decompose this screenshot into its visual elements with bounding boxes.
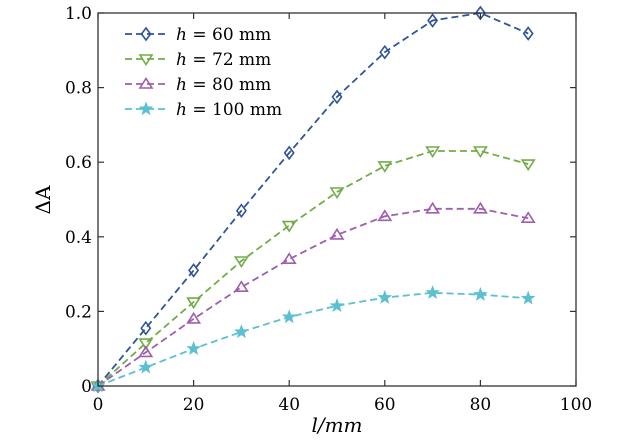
y-tick-label-0: 0 <box>81 377 92 397</box>
legend-item-h-100-mm: h = 100 mm <box>125 100 282 120</box>
data-point-h-60-mm-60 <box>379 44 391 60</box>
x-tick-label-80: 80 <box>470 395 492 415</box>
data-point-h-72-mm-30 <box>233 256 249 268</box>
data-point-h-80-mm-90 <box>520 211 536 223</box>
data-point-h-100-mm-40 <box>281 309 297 324</box>
data-point-h-60-mm-20 <box>188 263 200 278</box>
legend-marker-h-100-mm <box>138 101 154 116</box>
series-h-100-mm <box>90 285 536 393</box>
x-tick-label-40: 40 <box>278 395 300 415</box>
legend-label-h-60-mm: h = 60 mm <box>176 25 271 45</box>
legend: h = 60 mm h = 72 mm h = 80 mm h = 100 mm <box>125 25 282 120</box>
y-tick-label-0.8: 0.8 <box>65 79 92 99</box>
x-tick-label-0: 0 <box>93 395 104 415</box>
legend-marker-h-60-mm <box>140 26 152 42</box>
plot-frame <box>97 12 577 387</box>
axis-ticks: 0 20 40 60 80 100 0 0.2 0.4 0.6 0.8 1.0 <box>65 4 592 415</box>
data-point-h-100-mm-20 <box>186 341 201 355</box>
data-point-h-72-mm-20 <box>186 297 202 310</box>
data-point-h-60-mm-50 <box>331 89 343 105</box>
x-axis-title: l/mm <box>311 413 362 437</box>
data-point-h-72-mm-50 <box>329 187 345 199</box>
data-point-h-80-mm-40 <box>281 252 297 265</box>
y-tick-label-0.2: 0.2 <box>65 302 92 322</box>
data-point-h-100-mm-60 <box>377 289 393 304</box>
data-point-h-100-mm-80 <box>473 286 488 301</box>
series-h-72-mm <box>90 146 536 393</box>
data-point-h-80-mm-20 <box>186 311 202 324</box>
y-axis-title: ΔA <box>31 185 55 214</box>
data-point-h-60-mm-40 <box>283 145 295 161</box>
series-line-h-60-mm <box>97 12 529 387</box>
data-point-h-100-mm-90 <box>520 290 536 305</box>
legend-item-h-60-mm: h = 60 mm <box>125 25 271 45</box>
x-tick-label-100: 100 <box>560 395 592 415</box>
series-h-80-mm <box>90 201 536 391</box>
data-point-h-60-mm-30 <box>235 203 247 219</box>
data-point-h-60-mm-10 <box>140 320 152 336</box>
data-point-h-72-mm-70 <box>425 146 441 158</box>
data-point-h-100-mm-50 <box>329 298 345 313</box>
data-point-h-100-mm-70 <box>425 285 440 299</box>
data-point-h-72-mm-10 <box>138 338 154 351</box>
legend-marker-h-72-mm <box>138 54 154 66</box>
data-point-h-80-mm-80 <box>472 201 488 214</box>
data-point-h-60-mm-70 <box>427 13 439 28</box>
legend-label-h-80-mm: h = 80 mm <box>176 75 271 95</box>
data-point-h-100-mm-30 <box>234 324 249 339</box>
y-tick-label-0.4: 0.4 <box>65 228 92 248</box>
y-tick-label-0.6: 0.6 <box>65 153 92 173</box>
series-h-60-mm <box>92 5 534 394</box>
data-point-h-60-mm-90 <box>522 26 534 41</box>
data-point-h-80-mm-70 <box>425 201 441 214</box>
data-point-h-100-mm-10 <box>138 359 154 374</box>
y-tick-label-1: 1.0 <box>65 4 92 24</box>
legend-label-h-100-mm: h = 100 mm <box>176 100 282 120</box>
series-line-h-80-mm <box>97 207 529 387</box>
legend-label-h-72-mm: h = 72 mm <box>176 50 271 70</box>
x-tick-label-60: 60 <box>374 395 396 415</box>
legend-item-h-72-mm: h = 72 mm <box>125 50 271 70</box>
x-tick-label-20: 20 <box>183 395 205 415</box>
data-point-h-80-mm-50 <box>329 227 345 240</box>
legend-item-h-80-mm: h = 80 mm <box>125 75 271 95</box>
data-point-h-72-mm-40 <box>281 220 297 233</box>
series-line-h-72-mm <box>97 150 529 387</box>
series-layer <box>90 5 536 394</box>
data-point-h-72-mm-90 <box>520 159 536 172</box>
data-point-h-72-mm-60 <box>377 161 393 173</box>
data-point-h-80-mm-10 <box>138 345 154 358</box>
data-point-h-80-mm-60 <box>377 209 393 222</box>
legend-marker-h-80-mm <box>138 77 154 89</box>
data-point-h-72-mm-80 <box>472 146 488 158</box>
data-point-h-80-mm-30 <box>233 280 249 293</box>
